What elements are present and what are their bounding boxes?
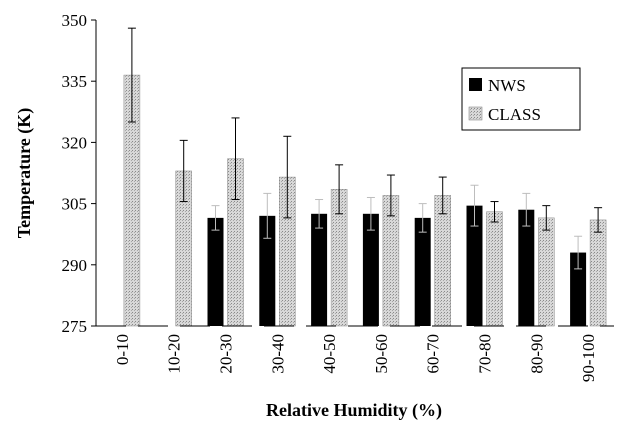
y-tick-label: 275: [62, 317, 88, 336]
bar-class: [589, 219, 607, 327]
legend-swatch-class: [468, 106, 483, 121]
bar-nws: [362, 213, 379, 326]
x-tick-label: 10-20: [165, 334, 184, 374]
legend: NWS CLASS: [461, 67, 581, 131]
y-tick-label: 350: [62, 11, 88, 30]
bar-nws: [466, 205, 483, 326]
legend-label-class: CLASS: [488, 105, 541, 124]
bars-group: [123, 74, 607, 327]
x-tick-label: 90-100: [579, 334, 598, 382]
bar-nws: [518, 209, 535, 326]
legend-swatch-nws: [469, 78, 482, 91]
bar-class: [538, 217, 555, 327]
bar-nws: [311, 213, 328, 326]
y-tick-label: 335: [62, 72, 88, 91]
y-tick-label: 305: [62, 195, 88, 214]
y-tick-label: 320: [62, 133, 88, 152]
x-tick-label: 50-60: [372, 334, 391, 374]
x-tick-label: 80-90: [527, 334, 546, 374]
x-tick-label: 30-40: [268, 334, 287, 374]
y-tick-label: 290: [62, 256, 88, 275]
bar-nws: [207, 217, 224, 326]
bar-class: [434, 195, 451, 327]
x-tick-label: 40-50: [320, 334, 339, 374]
y-axis-title: Temperature (K): [14, 108, 35, 238]
x-axis-title: Relative Humidity (%): [266, 400, 442, 421]
x-tick-label: 60-70: [424, 334, 443, 374]
error-bars-group: [127, 27, 603, 270]
x-tick-label: 70-80: [476, 334, 495, 374]
bar-nws: [414, 217, 431, 326]
y-axis-ticks: 275 290 305 320 335 350: [62, 11, 96, 336]
legend-label-nws: NWS: [488, 76, 526, 95]
bar-nws: [259, 215, 276, 326]
x-tick-label: 20-30: [217, 334, 236, 374]
x-axis-labels: 0-10 10-20 20-30 30-40 40-50 50-60 60-70 70-80 8…: [113, 334, 598, 382]
bar-class: [486, 211, 503, 327]
x-tick-label: 0-10: [113, 334, 132, 365]
bar-nws: [570, 252, 587, 326]
